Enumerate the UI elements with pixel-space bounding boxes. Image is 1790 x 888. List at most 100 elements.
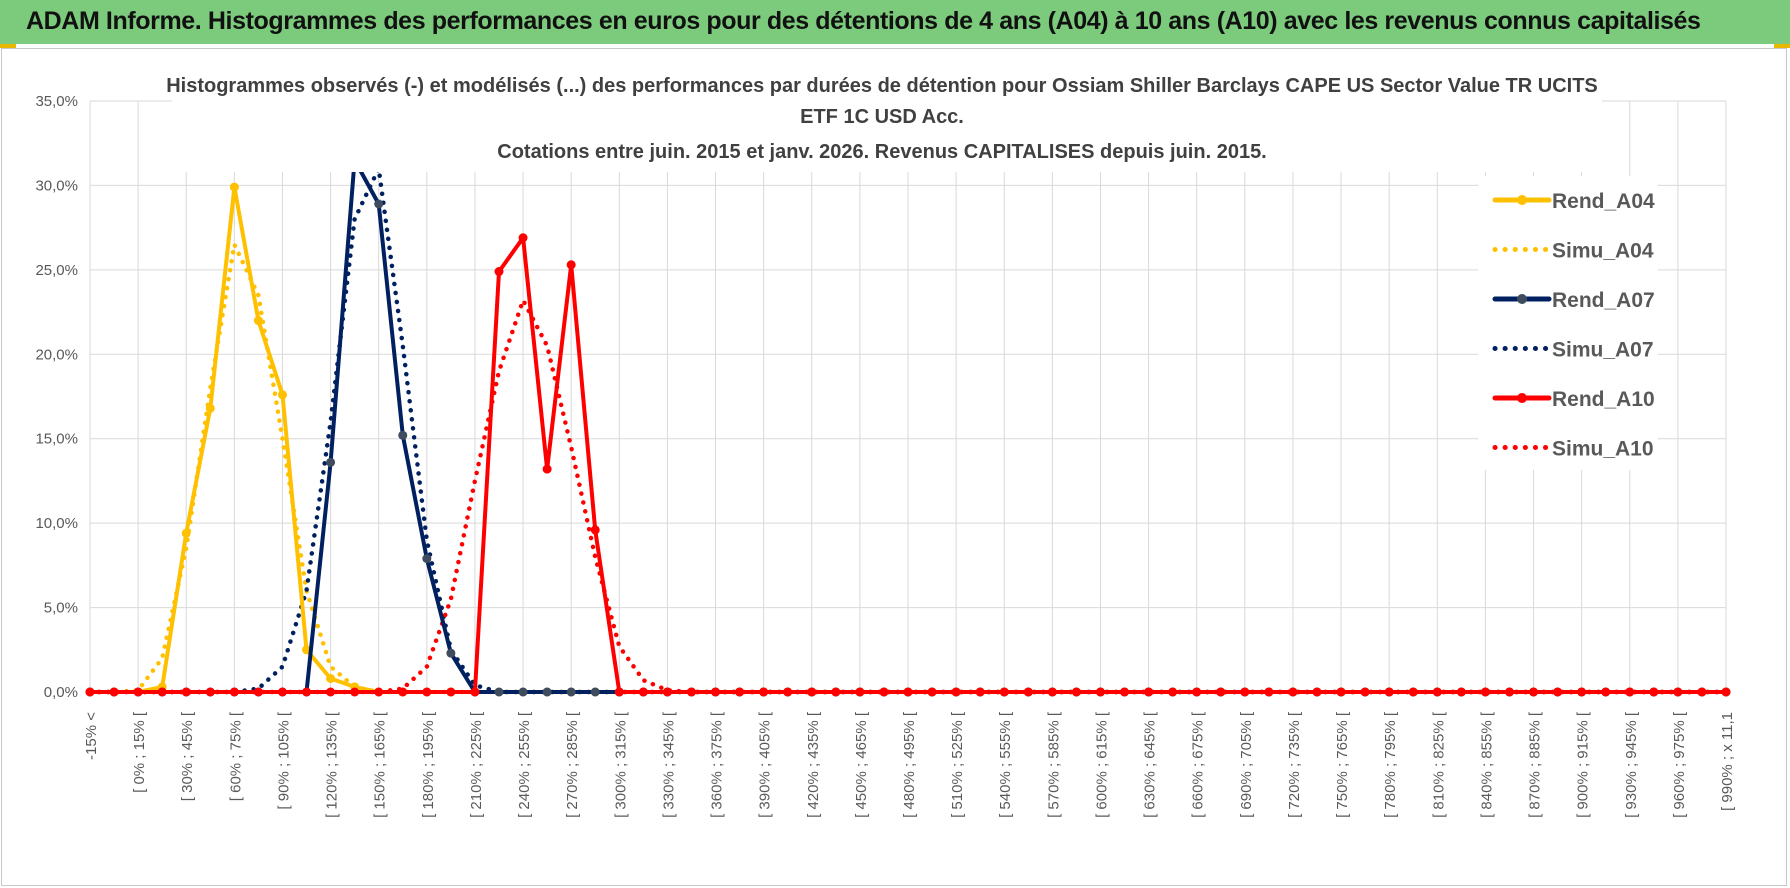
x-tick-label: [ 480% ; 495% [ [901, 711, 918, 818]
series-marker [446, 648, 456, 658]
y-tick-label: 25,0% [35, 262, 78, 279]
series-marker [1384, 687, 1394, 697]
series-marker [205, 687, 215, 697]
series-marker [542, 464, 552, 474]
series-marker [1601, 687, 1611, 697]
chart-frame [1, 48, 1787, 886]
series-marker [326, 457, 336, 467]
series-marker [1432, 687, 1442, 697]
x-tick-label: [ 690% ; 705% [ [1238, 711, 1255, 818]
series-marker [951, 687, 961, 697]
x-tick-label: [ 810% ; 825% [ [1430, 711, 1447, 818]
series-marker [326, 673, 336, 683]
series-marker [157, 687, 167, 697]
x-tick-label: -15% < [83, 712, 100, 760]
series-marker [1047, 687, 1057, 697]
x-tick-label: [ 510% ; 525% [ [949, 711, 966, 818]
x-tick-label: [ 30% ; 45% [ [179, 711, 196, 801]
series-marker [1264, 687, 1274, 697]
chart-title-line-3: Cotations entre juin. 2015 et janv. 2026… [497, 141, 1267, 163]
x-tick-label: [ 930% ; 945% [ [1623, 711, 1640, 818]
x-tick-label: [ 720% ; 735% [ [1286, 711, 1303, 818]
x-tick-label: [ 660% ; 675% [ [1190, 711, 1207, 818]
series-marker [1456, 687, 1466, 697]
y-tick-label: 30,0% [35, 177, 78, 194]
series-marker [277, 687, 287, 697]
legend-background [1478, 176, 1658, 470]
series-marker [1625, 687, 1635, 697]
x-tick-label: [ 960% ; 975% [ [1671, 711, 1688, 818]
y-tick-label: 15,0% [35, 431, 78, 448]
series-marker [1120, 687, 1130, 697]
x-tick-label: [ 60% ; 75% [ [227, 711, 244, 801]
series-marker [855, 687, 865, 697]
chart-title-line-2: ETF 1C USD Acc. [800, 106, 964, 128]
y-tick-label: 20,0% [35, 346, 78, 363]
report-title: ADAM Informe. Histogrammes des performan… [26, 7, 1701, 35]
series-marker [205, 403, 215, 413]
series-marker [350, 687, 360, 697]
legend-label: Simu_A10 [1552, 438, 1654, 461]
legend-label: Simu_A07 [1552, 339, 1654, 362]
x-axis-tick-labels: -15% < [ 0% ; 15% [[ 30% ; 45% [[ 60% ; 7… [83, 711, 1736, 818]
series-marker [109, 687, 119, 697]
series-marker [1408, 687, 1418, 697]
legend-label: Rend_A07 [1552, 289, 1655, 312]
series-marker [302, 687, 312, 697]
x-tick-label: [ 330% ; 345% [ [660, 711, 677, 818]
series-marker [494, 687, 504, 697]
x-tick-label: [ 750% ; 765% [ [1334, 711, 1351, 818]
series-marker [374, 687, 384, 697]
legend-marker [1517, 195, 1527, 205]
series-marker [1697, 687, 1707, 697]
series-marker [1144, 687, 1154, 697]
x-tick-label: [ 390% ; 405% [ [757, 711, 774, 818]
series-marker [1312, 687, 1322, 697]
legend-marker [1517, 393, 1527, 403]
legend-label: Rend_A10 [1552, 388, 1655, 411]
series-marker [470, 687, 480, 697]
chart-title-line-1: Histogrammes observés (-) et modélisés (… [166, 75, 1598, 97]
x-tick-label: [ 840% ; 855% [ [1478, 711, 1495, 818]
series-marker [1071, 687, 1081, 697]
x-tick-label: [ 780% ; 795% [ [1382, 711, 1399, 818]
series-marker [398, 430, 408, 440]
x-tick-label: [ 90% ; 105% [ [275, 711, 292, 809]
legend-label: Rend_A04 [1552, 190, 1655, 213]
series-marker [711, 687, 721, 697]
chart-legend: Rend_A04 Simu_A04 Rend_A07 Simu_A07 Rend_A10… [1478, 176, 1658, 470]
series-marker [1480, 687, 1490, 697]
series-marker [590, 525, 600, 535]
x-tick-label: [ 150% ; 165% [ [372, 711, 389, 818]
series-marker [831, 687, 841, 697]
series-marker [181, 687, 191, 697]
series-marker [1553, 687, 1563, 697]
series-marker [229, 687, 239, 697]
report-banner: ADAM Informe. Histogrammes des performan… [0, 0, 1790, 44]
x-tick-label: [ 120% ; 135% [ [324, 711, 341, 818]
series-marker [975, 687, 985, 697]
series-marker [1240, 687, 1250, 697]
x-tick-label: [ 270% ; 285% [ [564, 711, 581, 818]
series-marker [253, 687, 263, 697]
series-marker [903, 687, 913, 697]
series-marker [759, 687, 769, 697]
series-marker [1577, 687, 1587, 697]
x-tick-label: [ 450% ; 465% [ [853, 711, 870, 818]
series-marker [229, 182, 239, 192]
series-marker [1095, 687, 1105, 697]
series-marker [446, 687, 456, 697]
x-tick-label: [ 990% ; x 11,1 [1719, 712, 1736, 811]
legend-marker [1517, 294, 1527, 304]
series-marker [518, 233, 528, 243]
x-tick-label: [ 600% ; 615% [ [1093, 711, 1110, 818]
x-tick-label: [ 630% ; 645% [ [1142, 711, 1159, 818]
series-marker [1649, 687, 1659, 697]
series-marker [1336, 687, 1346, 697]
x-tick-label: [ 180% ; 195% [ [420, 711, 437, 818]
series-marker [1529, 687, 1539, 697]
series-marker [277, 390, 287, 400]
series-marker [1023, 687, 1033, 697]
chart-title-background [172, 66, 1602, 172]
series-marker [807, 687, 817, 697]
